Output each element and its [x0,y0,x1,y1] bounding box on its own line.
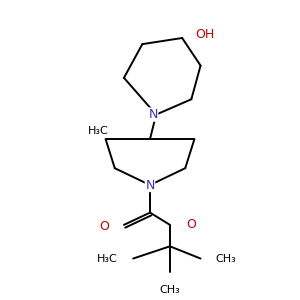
Text: N: N [145,178,155,191]
Text: CH₃: CH₃ [216,254,237,264]
Text: N: N [148,108,158,121]
Text: OH: OH [195,28,214,41]
Text: H₃C: H₃C [97,254,118,264]
Text: CH₃: CH₃ [160,285,180,295]
Text: O: O [186,218,196,231]
Text: O: O [99,220,109,233]
Text: H₃C: H₃C [88,126,109,136]
